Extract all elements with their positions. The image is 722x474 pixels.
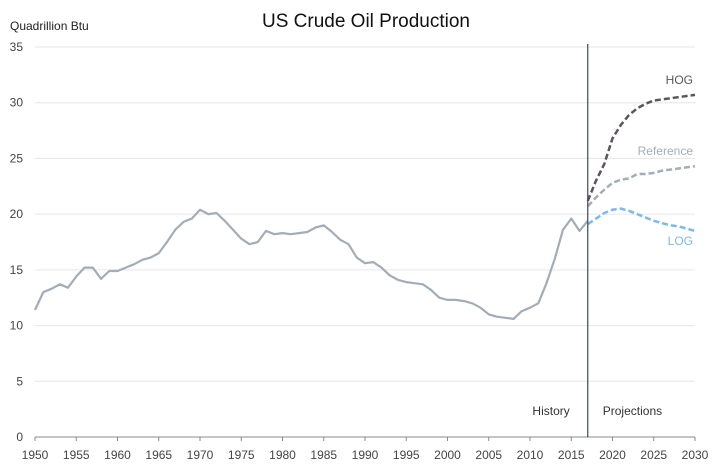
x-tick-label: 1955 (63, 448, 90, 462)
x-tick-label: 1975 (228, 448, 255, 462)
x-tick-label: 2025 (640, 448, 667, 462)
x-axis-ticks: 1950 1955 1960 1965 1970 1975 1980 1985 1990 1995… (22, 437, 709, 462)
x-tick-label: 1965 (145, 448, 172, 462)
y-tick-label: 35 (10, 40, 24, 54)
series-label-hog: HOG (666, 73, 693, 87)
x-tick-label: 1950 (22, 448, 49, 462)
chart-title: US Crude Oil Production (262, 11, 470, 32)
series-labels: HOG Reference LOG (638, 73, 694, 248)
y-tick-label: 5 (16, 374, 23, 388)
series-label-reference: Reference (638, 144, 694, 158)
series-line-reference (586, 164, 696, 208)
history-projection-divider: History Projections (532, 44, 662, 437)
y-tick-label: 0 (16, 430, 23, 444)
x-tick-label: 1960 (104, 448, 131, 462)
y-axis-ticks: 0 5 10 15 20 25 30 35 (10, 40, 24, 444)
y-tick-label: 30 (10, 96, 24, 110)
x-tick-label: 1980 (269, 448, 296, 462)
y-axis-unit-label: Quadrillion Btu (10, 19, 89, 33)
series-line-history (34, 208, 589, 320)
x-tick-label: 1970 (187, 448, 214, 462)
y-tick-label: 15 (10, 263, 24, 277)
history-label: History (532, 404, 569, 418)
x-tick-label: 2010 (517, 448, 544, 462)
series-line-log (587, 207, 696, 233)
x-tick-label: 2030 (682, 448, 709, 462)
x-tick-label: 2015 (558, 448, 585, 462)
series-lines (34, 93, 696, 320)
x-tick-label: 2005 (475, 448, 502, 462)
projections-label: Projections (603, 404, 662, 418)
x-tick-label: 2020 (599, 448, 626, 462)
y-tick-label: 10 (10, 319, 24, 333)
y-tick-label: 20 (10, 207, 24, 221)
x-tick-label: 2000 (434, 448, 461, 462)
x-tick-label: 1995 (393, 448, 420, 462)
series-label-log: LOG (668, 234, 693, 248)
y-tick-label: 25 (10, 151, 24, 165)
series-line-hog (586, 93, 696, 202)
x-tick-label: 1985 (310, 448, 337, 462)
x-tick-label: 1990 (352, 448, 379, 462)
gridlines (35, 46, 695, 438)
